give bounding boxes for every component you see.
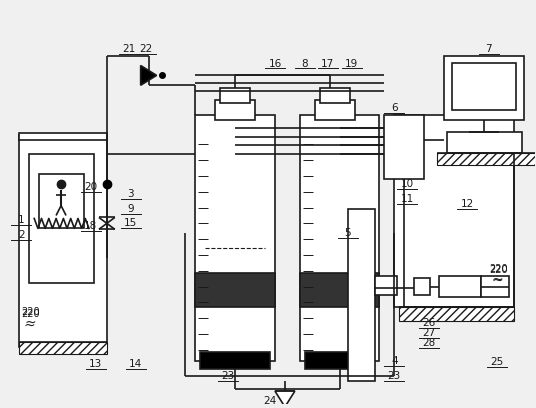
Text: 13: 13 — [90, 359, 102, 370]
Bar — [29, 154, 94, 283]
Text: 24: 24 — [263, 396, 277, 406]
Text: 220: 220 — [489, 264, 508, 274]
Text: 220: 220 — [21, 307, 40, 317]
Bar — [375, 276, 397, 295]
Text: ~: ~ — [492, 273, 503, 288]
Text: 16: 16 — [269, 58, 281, 69]
Bar — [19, 133, 107, 140]
Bar — [452, 62, 516, 110]
Text: 19: 19 — [345, 58, 358, 69]
Bar — [414, 277, 430, 295]
Bar — [305, 352, 375, 369]
Text: 14: 14 — [129, 359, 143, 370]
Bar — [481, 276, 509, 297]
Bar — [215, 100, 255, 120]
Text: 26: 26 — [422, 318, 436, 328]
Bar — [320, 88, 349, 103]
Text: ~: ~ — [23, 319, 35, 333]
Text: 18: 18 — [84, 221, 98, 231]
Text: ~: ~ — [492, 273, 503, 286]
Text: 8: 8 — [301, 58, 308, 69]
Text: 10: 10 — [401, 179, 414, 189]
Bar — [200, 352, 270, 369]
Text: 4: 4 — [391, 357, 398, 366]
Text: 2: 2 — [18, 230, 25, 240]
Bar — [300, 273, 379, 307]
Text: 17: 17 — [321, 58, 334, 69]
Bar — [439, 276, 481, 297]
Text: 6: 6 — [391, 103, 398, 113]
Text: 11: 11 — [400, 194, 414, 204]
Text: 9: 9 — [128, 204, 134, 213]
Bar — [437, 153, 536, 165]
Bar — [447, 132, 522, 153]
Text: 220: 220 — [489, 265, 508, 275]
Bar — [196, 115, 275, 361]
Bar — [19, 342, 107, 354]
Bar — [444, 55, 524, 120]
Text: 3: 3 — [128, 189, 134, 199]
Text: 27: 27 — [422, 328, 436, 338]
Text: 22: 22 — [139, 44, 152, 54]
Text: 21: 21 — [122, 44, 136, 54]
Text: 5: 5 — [344, 228, 351, 238]
Bar — [394, 115, 513, 307]
Text: 220: 220 — [21, 309, 40, 319]
Text: ~: ~ — [24, 316, 36, 330]
Bar — [300, 115, 379, 361]
Bar — [315, 100, 354, 120]
Text: 23: 23 — [221, 371, 235, 381]
Bar — [220, 88, 250, 103]
Bar — [39, 174, 84, 228]
Bar — [347, 208, 375, 381]
Text: 12: 12 — [460, 199, 474, 208]
Bar — [19, 135, 107, 347]
Polygon shape — [275, 391, 295, 407]
Text: 28: 28 — [422, 338, 436, 348]
Text: 20: 20 — [84, 182, 98, 192]
Bar — [384, 115, 424, 179]
Bar — [399, 307, 513, 321]
Text: 25: 25 — [490, 357, 503, 368]
Polygon shape — [140, 66, 157, 85]
Text: 23: 23 — [388, 371, 401, 381]
Text: 15: 15 — [124, 218, 137, 228]
Text: 1: 1 — [18, 215, 25, 225]
Bar — [196, 273, 275, 307]
Text: 7: 7 — [486, 44, 492, 54]
